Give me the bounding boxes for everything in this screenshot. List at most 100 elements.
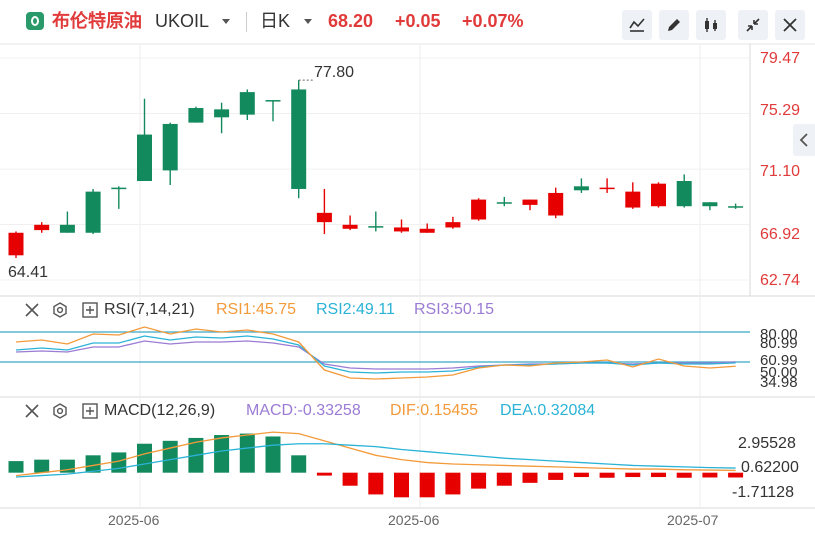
close-button[interactable] xyxy=(775,10,805,40)
candle xyxy=(342,224,358,229)
macd-bar xyxy=(728,472,744,478)
macd-settings-icon[interactable] xyxy=(52,403,68,419)
rsi-level-label: 34.98 xyxy=(760,374,798,391)
macd-bar xyxy=(651,472,666,478)
last-price: 68.20 xyxy=(328,11,374,31)
expand-panel-button[interactable] xyxy=(793,124,815,156)
rsi3-value: RSI3:50.15 xyxy=(414,301,495,318)
macd-bar xyxy=(265,436,281,473)
candle xyxy=(368,226,384,228)
rsi2-value: RSI2:49.11 xyxy=(316,301,395,318)
draw-button[interactable] xyxy=(659,10,689,40)
macd-bar xyxy=(316,472,332,476)
macd-close-icon[interactable] xyxy=(24,403,40,419)
date-label: 2025-07 xyxy=(667,512,719,528)
collapse-icon xyxy=(746,18,760,32)
candle xyxy=(599,187,615,190)
macd-bar xyxy=(8,461,24,473)
rsi2-line xyxy=(15,335,736,374)
macd-bar xyxy=(548,472,564,480)
macd-bar xyxy=(214,435,230,473)
candle xyxy=(548,192,564,216)
macd-bar xyxy=(394,472,409,498)
dif-line xyxy=(15,431,736,477)
macd-level-label: -1.71128 xyxy=(732,484,794,501)
date-label: 2025-06 xyxy=(108,512,160,528)
candle-type-icon xyxy=(705,18,717,32)
macd-bar xyxy=(573,472,589,478)
candle xyxy=(419,228,435,233)
candle xyxy=(471,199,487,220)
y-axis-label: 62.74 xyxy=(760,272,801,289)
candle xyxy=(676,181,692,207)
collapse-button[interactable] xyxy=(738,10,768,40)
candle xyxy=(137,134,152,182)
rsi-level-label: 80.00 xyxy=(760,326,798,343)
date-label: 2025-06 xyxy=(388,512,440,528)
candle xyxy=(162,123,178,171)
dea-value: DEA:0.32084 xyxy=(500,402,596,419)
candle xyxy=(316,212,332,223)
candle xyxy=(214,109,230,118)
dif-value: DIF:0.15455 xyxy=(390,402,479,419)
macd-bar xyxy=(625,472,641,478)
dea-line xyxy=(15,443,736,478)
candle xyxy=(728,206,744,208)
rsi1-line xyxy=(15,326,736,380)
candle xyxy=(625,191,641,208)
rsi-title: RSI(7,14,21) xyxy=(104,301,195,318)
macd-bar xyxy=(342,472,358,486)
macd-bar xyxy=(522,472,538,483)
period-dropdown-chevron-icon[interactable] xyxy=(304,19,312,24)
symbol-dropdown-chevron-icon[interactable] xyxy=(222,19,230,24)
y-axis-label: 75.29 xyxy=(760,102,801,119)
candle xyxy=(522,199,538,205)
macd-level-label: 0.62200 xyxy=(741,459,799,476)
toolbar: 布伦特原油 UKOIL 日K 68.20 +0.05 +0.07% xyxy=(0,0,815,44)
candle xyxy=(111,187,127,190)
candle xyxy=(85,191,101,233)
high-price-label: 77.80 xyxy=(314,64,355,81)
macd-value: MACD:-0.33258 xyxy=(246,402,361,419)
macd-bar xyxy=(85,455,101,473)
symbol-code[interactable]: UKOIL xyxy=(155,11,210,31)
macd-bar xyxy=(291,455,307,473)
low-price-label: 64.41 xyxy=(8,264,49,281)
divider xyxy=(246,12,247,32)
macd-add-icon[interactable] xyxy=(82,403,98,419)
macd-bar xyxy=(162,440,178,473)
candle xyxy=(265,100,281,102)
draw-icon xyxy=(668,19,680,31)
candle xyxy=(394,227,409,232)
chevron-left-icon xyxy=(799,133,808,147)
macd-bar xyxy=(419,472,435,498)
rsi-settings-icon[interactable] xyxy=(52,302,68,318)
macd-bar xyxy=(137,443,152,473)
macd-bar xyxy=(702,472,718,478)
rsi-close-icon[interactable] xyxy=(24,302,40,318)
rsi-add-icon[interactable] xyxy=(82,302,98,318)
y-axis-label: 71.10 xyxy=(760,163,801,180)
y-axis-label: 79.47 xyxy=(760,50,801,67)
indicator-icon xyxy=(629,18,645,32)
macd-bar xyxy=(471,472,487,489)
macd-bar xyxy=(239,433,255,473)
candle xyxy=(188,108,204,123)
indicator-button[interactable] xyxy=(622,10,652,40)
macd-title: MACD(12,26,9) xyxy=(104,402,216,419)
macd-bar xyxy=(496,472,512,486)
macd-bar xyxy=(445,472,461,495)
symbol-name[interactable]: 布伦特原油 xyxy=(52,11,142,31)
macd-bar xyxy=(676,472,692,478)
candle xyxy=(34,224,50,231)
rsi1-value: RSI1:45.75 xyxy=(216,301,297,318)
candle xyxy=(8,232,24,256)
rsi-level-label: 50.00 xyxy=(760,364,798,381)
candle xyxy=(651,183,666,207)
candle xyxy=(239,92,255,115)
macd-level-label: 2.95528 xyxy=(738,435,796,452)
candle xyxy=(496,202,512,204)
candle-type-button[interactable] xyxy=(696,10,726,40)
period-selector[interactable]: 日K xyxy=(260,11,291,31)
